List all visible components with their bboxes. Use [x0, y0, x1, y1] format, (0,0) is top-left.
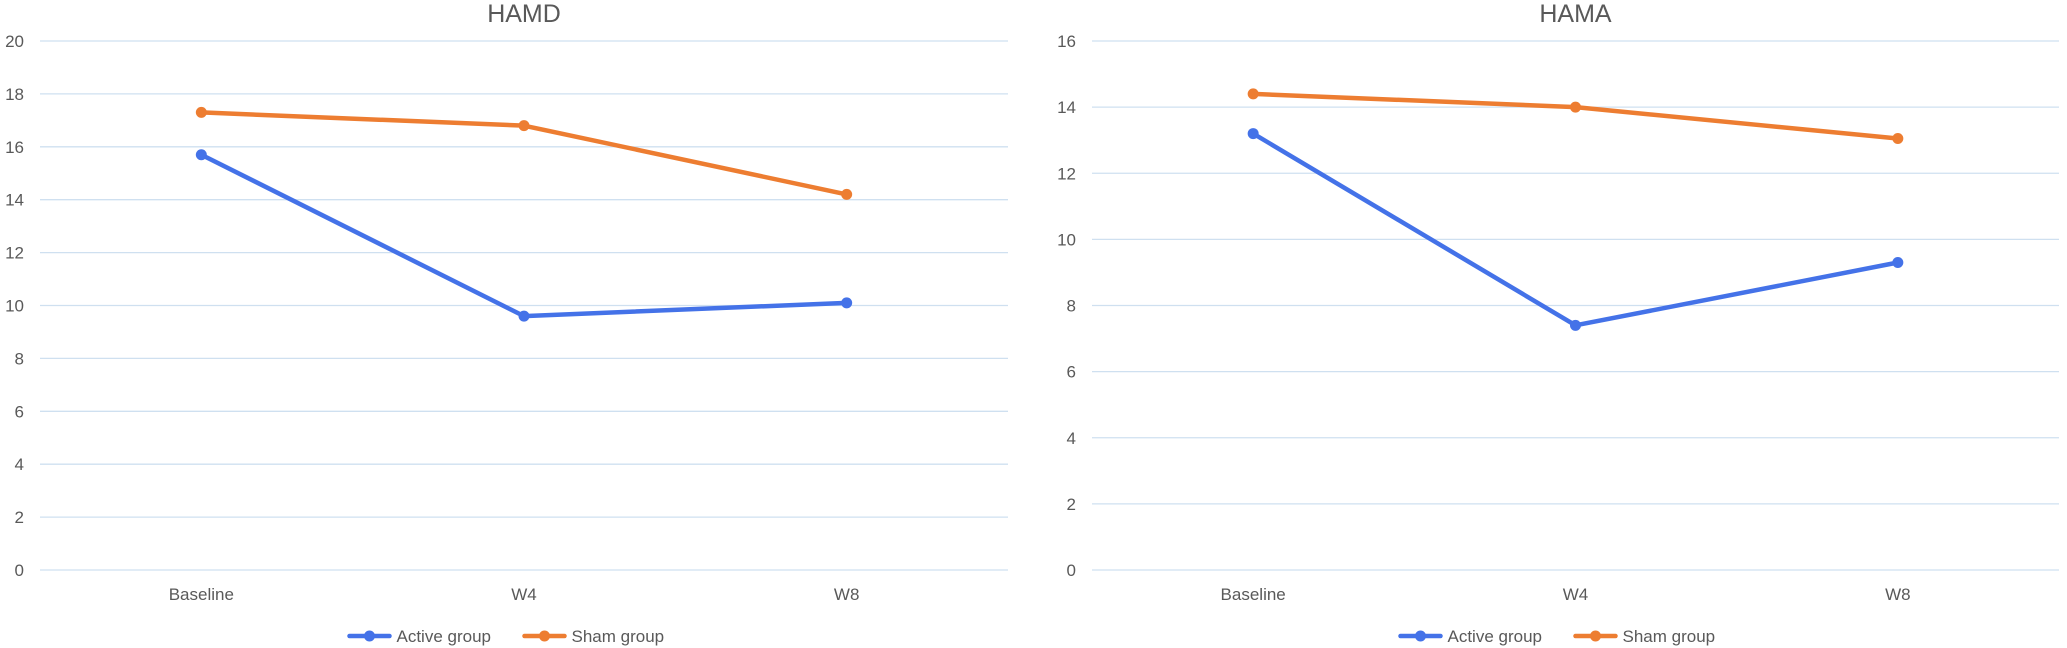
data-point-active: [1570, 319, 1581, 331]
data-point-active: [195, 149, 207, 161]
y-tick-label: 10: [1057, 230, 1076, 249]
legend-label: Active group: [1448, 627, 1543, 646]
y-tick-label: 8: [15, 349, 24, 368]
data-point-active: [1892, 257, 1904, 269]
legend-label: Sham group: [1623, 627, 1716, 646]
y-tick-label: 16: [5, 138, 24, 157]
legend-marker: [539, 630, 550, 642]
y-tick-label: 2: [1067, 495, 1076, 514]
x-tick-label: W8: [1885, 585, 1911, 604]
y-tick-label: 6: [1067, 363, 1076, 382]
x-tick-label: W4: [511, 585, 537, 604]
data-point-sham: [518, 120, 530, 132]
y-tick-label: 14: [5, 191, 24, 210]
data-point-sham: [1247, 88, 1259, 100]
data-point-active: [841, 297, 853, 309]
y-tick-label: 10: [5, 297, 24, 316]
y-tick-label: 12: [5, 244, 24, 263]
x-tick-label: Baseline: [169, 585, 234, 604]
y-tick-label: 12: [1057, 164, 1076, 183]
x-tick-label: W8: [834, 585, 860, 604]
data-point-active: [1247, 128, 1259, 140]
data-point-sham: [1570, 101, 1581, 113]
series-line-sham: [1250, 91, 1901, 141]
data-point-sham: [1892, 133, 1904, 145]
y-tick-label: 16: [1057, 32, 1076, 51]
chart-1: 0 2 4 6 8 10 12 14 16 Baseline W4 W8 HAMA Active grou…: [1057, 0, 2059, 646]
series-line-active: [1250, 131, 1901, 328]
series-line-active: [199, 152, 849, 319]
legend-marker: [1590, 630, 1601, 642]
y-tick-label: 4: [1067, 429, 1076, 448]
legend-marker: [364, 630, 375, 642]
chart-title: HAMA: [1539, 0, 1612, 28]
y-tick-label: 6: [15, 402, 24, 421]
legend-label: Sham group: [572, 627, 665, 646]
y-tick-label: 4: [15, 455, 24, 474]
chart-title: HAMD: [487, 0, 561, 28]
y-tick-label: 0: [1067, 561, 1076, 580]
y-tick-label: 14: [1057, 98, 1076, 117]
y-tick-label: 2: [15, 508, 24, 527]
y-tick-label: 0: [15, 561, 24, 580]
legend-label: Active group: [397, 627, 492, 646]
x-tick-label: W4: [1563, 585, 1589, 604]
data-point-active: [518, 310, 530, 322]
chart-0: 0 2 4 6 8 10 12 14 16 18 20 Baseline W4 W8 HAMD Active …: [5, 0, 1008, 646]
y-tick-label: 20: [5, 32, 24, 51]
y-tick-label: 8: [1067, 297, 1076, 316]
y-tick-label: 18: [5, 85, 24, 104]
data-point-sham: [841, 188, 853, 200]
x-tick-label: Baseline: [1221, 585, 1286, 604]
data-point-sham: [195, 106, 207, 118]
legend-marker: [1415, 630, 1426, 642]
